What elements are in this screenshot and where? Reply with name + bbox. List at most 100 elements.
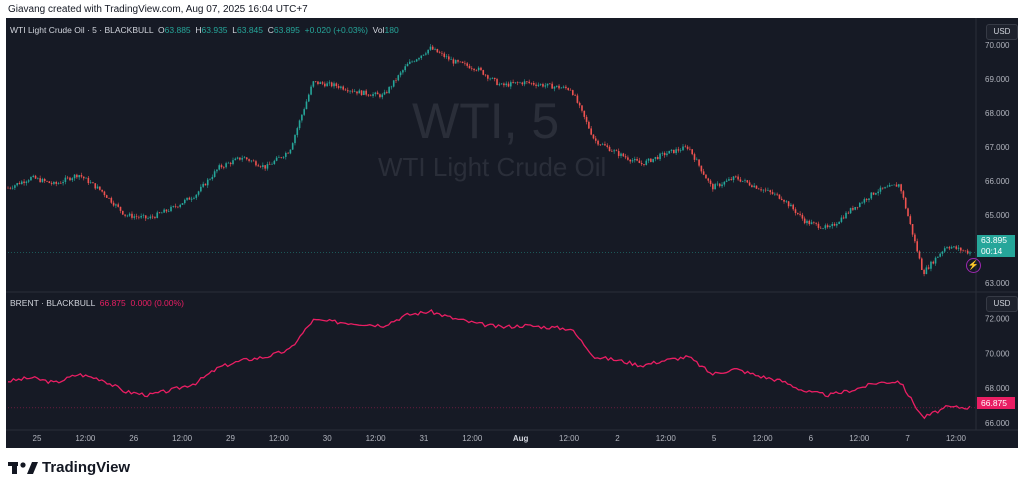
wti-candle [25,181,28,183]
wti-candle [583,110,586,117]
wti-candle [613,150,615,152]
wti-candle [55,181,58,184]
wti-candle [652,158,654,162]
wti-candle [964,250,967,252]
wti-candle [796,212,799,214]
wti-symbol: WTI Light Crude Oil · 5 · BLACKBULL [10,25,154,35]
brent-change: 0.000 (0.00%) [130,298,184,308]
wti-candle [431,46,434,50]
wti-candle [895,184,898,187]
chart-caption: Giavang created with TradingView.com, Au… [8,4,308,15]
wti-candle [822,228,824,229]
wti-candle [902,191,905,198]
wti-candle [668,150,671,154]
wti-candle [452,59,455,64]
brent-series-line [7,308,971,420]
wti-candle [459,61,462,63]
wti-candle [553,86,556,89]
wti-candle [739,179,742,182]
brent-y-tick-label: 68.000 [985,384,1010,393]
wti-candle [918,251,921,259]
wti-candle [464,62,466,64]
wti-candle [121,210,124,215]
wti-candle [840,217,843,222]
wti-candle [376,92,379,95]
wti-candle [349,90,351,92]
wti-candle [530,82,533,84]
wti-candle [521,82,524,85]
wti-candle [41,178,44,183]
wti-candle [969,252,971,254]
currency-button-bottom[interactable]: USD [986,296,1018,312]
wti-candle [11,187,14,189]
wti-candle [757,188,760,190]
wti-candle [535,84,537,86]
wti-candle [445,56,448,58]
wti-candle [792,204,795,210]
wti-candle [229,162,232,165]
wti-candle [631,160,634,162]
wti-candle [418,58,420,60]
change-value: +0.020 (+0.03%) [304,25,368,35]
wti-candle [434,48,436,50]
wti-candle [592,134,595,139]
tradingview-logo[interactable]: TradingView [8,459,130,476]
wti-candle [516,82,519,83]
wti-candle [565,86,567,89]
wti-candle [764,189,767,191]
wti-candle [227,162,230,164]
wti-candle [842,217,845,219]
wti-candle [27,180,30,182]
wti-candle [381,94,384,98]
wti-candle [294,135,296,144]
x-tick-label: 12:00 [656,434,677,443]
wti-candle [443,53,446,57]
wti-candle [411,61,413,63]
lightning-icon[interactable]: ⚡ [966,258,981,273]
wti-candle [925,267,928,275]
wti-candle [854,206,857,210]
currency-button-top[interactable]: USD [986,24,1018,40]
x-tick-label: 30 [323,434,332,443]
wti-candle [328,82,331,84]
wti-candle [833,224,836,226]
wti-candle [718,183,721,187]
logo-text: TradingView [42,459,131,476]
wti-candle [413,61,416,63]
wti-candle [507,83,510,87]
wti-candle [645,160,648,165]
wti-candle [498,84,501,86]
wti-candle [427,49,429,54]
wti-candle [629,159,632,162]
wti-candle [369,95,372,97]
wti-candle [285,152,287,157]
wti-y-tick-label: 63.000 [985,279,1010,288]
wti-candle [60,183,62,184]
watermark-title: WTI, 5 [412,93,560,149]
x-tick-label: 29 [226,434,235,443]
wti-candle [163,209,165,213]
wti-candle [914,234,916,242]
wti-candle [663,152,666,156]
wti-candle [262,165,264,167]
wti-candle [71,178,74,181]
wti-candle [484,74,487,76]
wti-candle [236,157,239,159]
wti-candle [259,166,262,167]
wti-candle [367,94,370,96]
wti-candle [780,198,783,200]
wti-candle [934,257,937,264]
wti-candle [581,105,583,111]
wti-candle [466,63,468,66]
wti-candle [482,70,485,75]
wti-candle [920,258,923,270]
x-tick-label: 5 [712,434,717,443]
wti-candle [289,149,292,154]
wti-candle [675,149,677,154]
wti-candle [893,184,896,186]
wti-candle [390,86,393,88]
wti-candle [76,174,78,178]
wti-candle [714,184,716,190]
wti-candle [702,171,705,175]
